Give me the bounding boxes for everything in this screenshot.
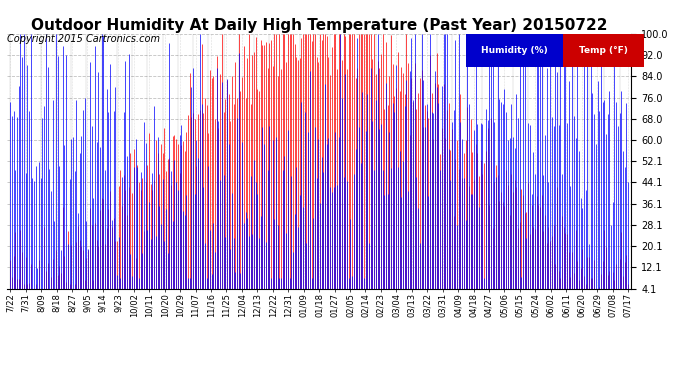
Text: Temp (°F): Temp (°F)	[579, 46, 628, 55]
Text: Copyright 2015 Cartronics.com: Copyright 2015 Cartronics.com	[7, 34, 160, 44]
Text: Humidity (%): Humidity (%)	[481, 46, 548, 55]
Title: Outdoor Humidity At Daily High Temperature (Past Year) 20150722: Outdoor Humidity At Daily High Temperatu…	[31, 18, 607, 33]
FancyBboxPatch shape	[562, 34, 644, 67]
FancyBboxPatch shape	[466, 34, 562, 67]
